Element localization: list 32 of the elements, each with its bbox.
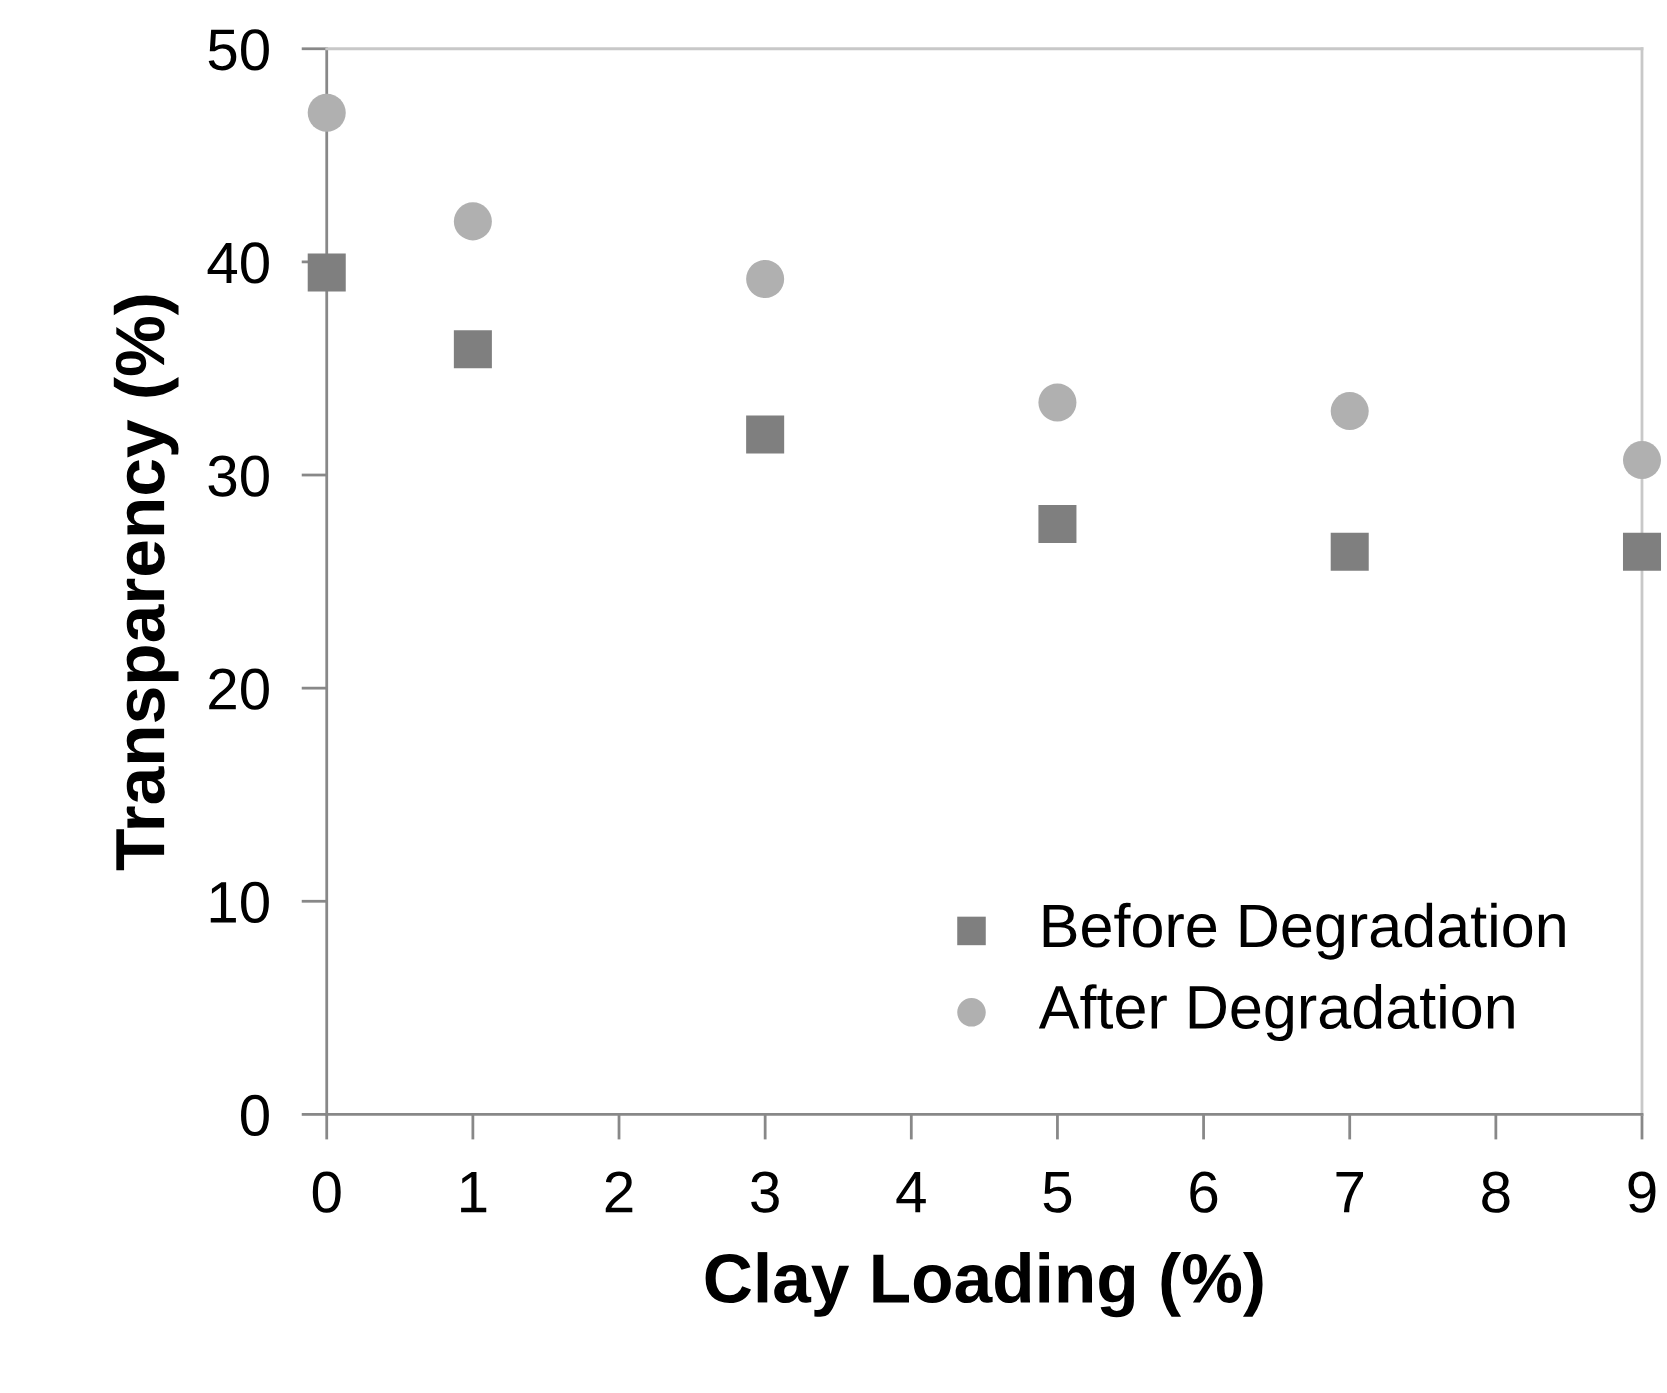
y-tick-label: 20 xyxy=(209,668,269,710)
point xyxy=(1330,392,1369,431)
x-tick-label: 7 xyxy=(1336,1172,1364,1213)
y-tick-label: 0 xyxy=(241,1094,269,1137)
x-tick-label: 6 xyxy=(1190,1171,1218,1213)
x-tick-label: 1 xyxy=(461,1172,487,1213)
y-axis-title: Transparency (%) xyxy=(113,295,179,871)
point xyxy=(1038,505,1077,544)
x-tick-label: 5 xyxy=(1043,1172,1072,1213)
point xyxy=(453,202,492,241)
x-tick-label: 0 xyxy=(312,1171,341,1213)
point xyxy=(307,253,346,292)
point xyxy=(307,93,346,132)
x-tick-label: 8 xyxy=(1482,1171,1510,1213)
point xyxy=(746,415,785,454)
y-tick-label: 10 xyxy=(210,881,269,923)
point xyxy=(1038,383,1077,422)
y-tick-label: 50 xyxy=(208,29,269,71)
x-tick-label: 9 xyxy=(1628,1171,1656,1213)
legend-label: Before Degradation xyxy=(1043,902,1565,960)
point xyxy=(746,259,785,298)
point xyxy=(453,330,492,369)
y-tick-label: 30 xyxy=(208,455,269,497)
point xyxy=(1622,532,1662,571)
legend-label: After Degradation xyxy=(1038,984,1514,1042)
point xyxy=(1622,441,1662,480)
x-tick-label: 3 xyxy=(751,1171,779,1213)
y-tick-label: 40 xyxy=(207,242,269,284)
x-tick-label: 4 xyxy=(896,1172,926,1213)
point xyxy=(1330,532,1369,571)
x-axis-title: Clay Loading (%) xyxy=(705,1252,1263,1318)
x-tick-label: 2 xyxy=(605,1171,633,1213)
